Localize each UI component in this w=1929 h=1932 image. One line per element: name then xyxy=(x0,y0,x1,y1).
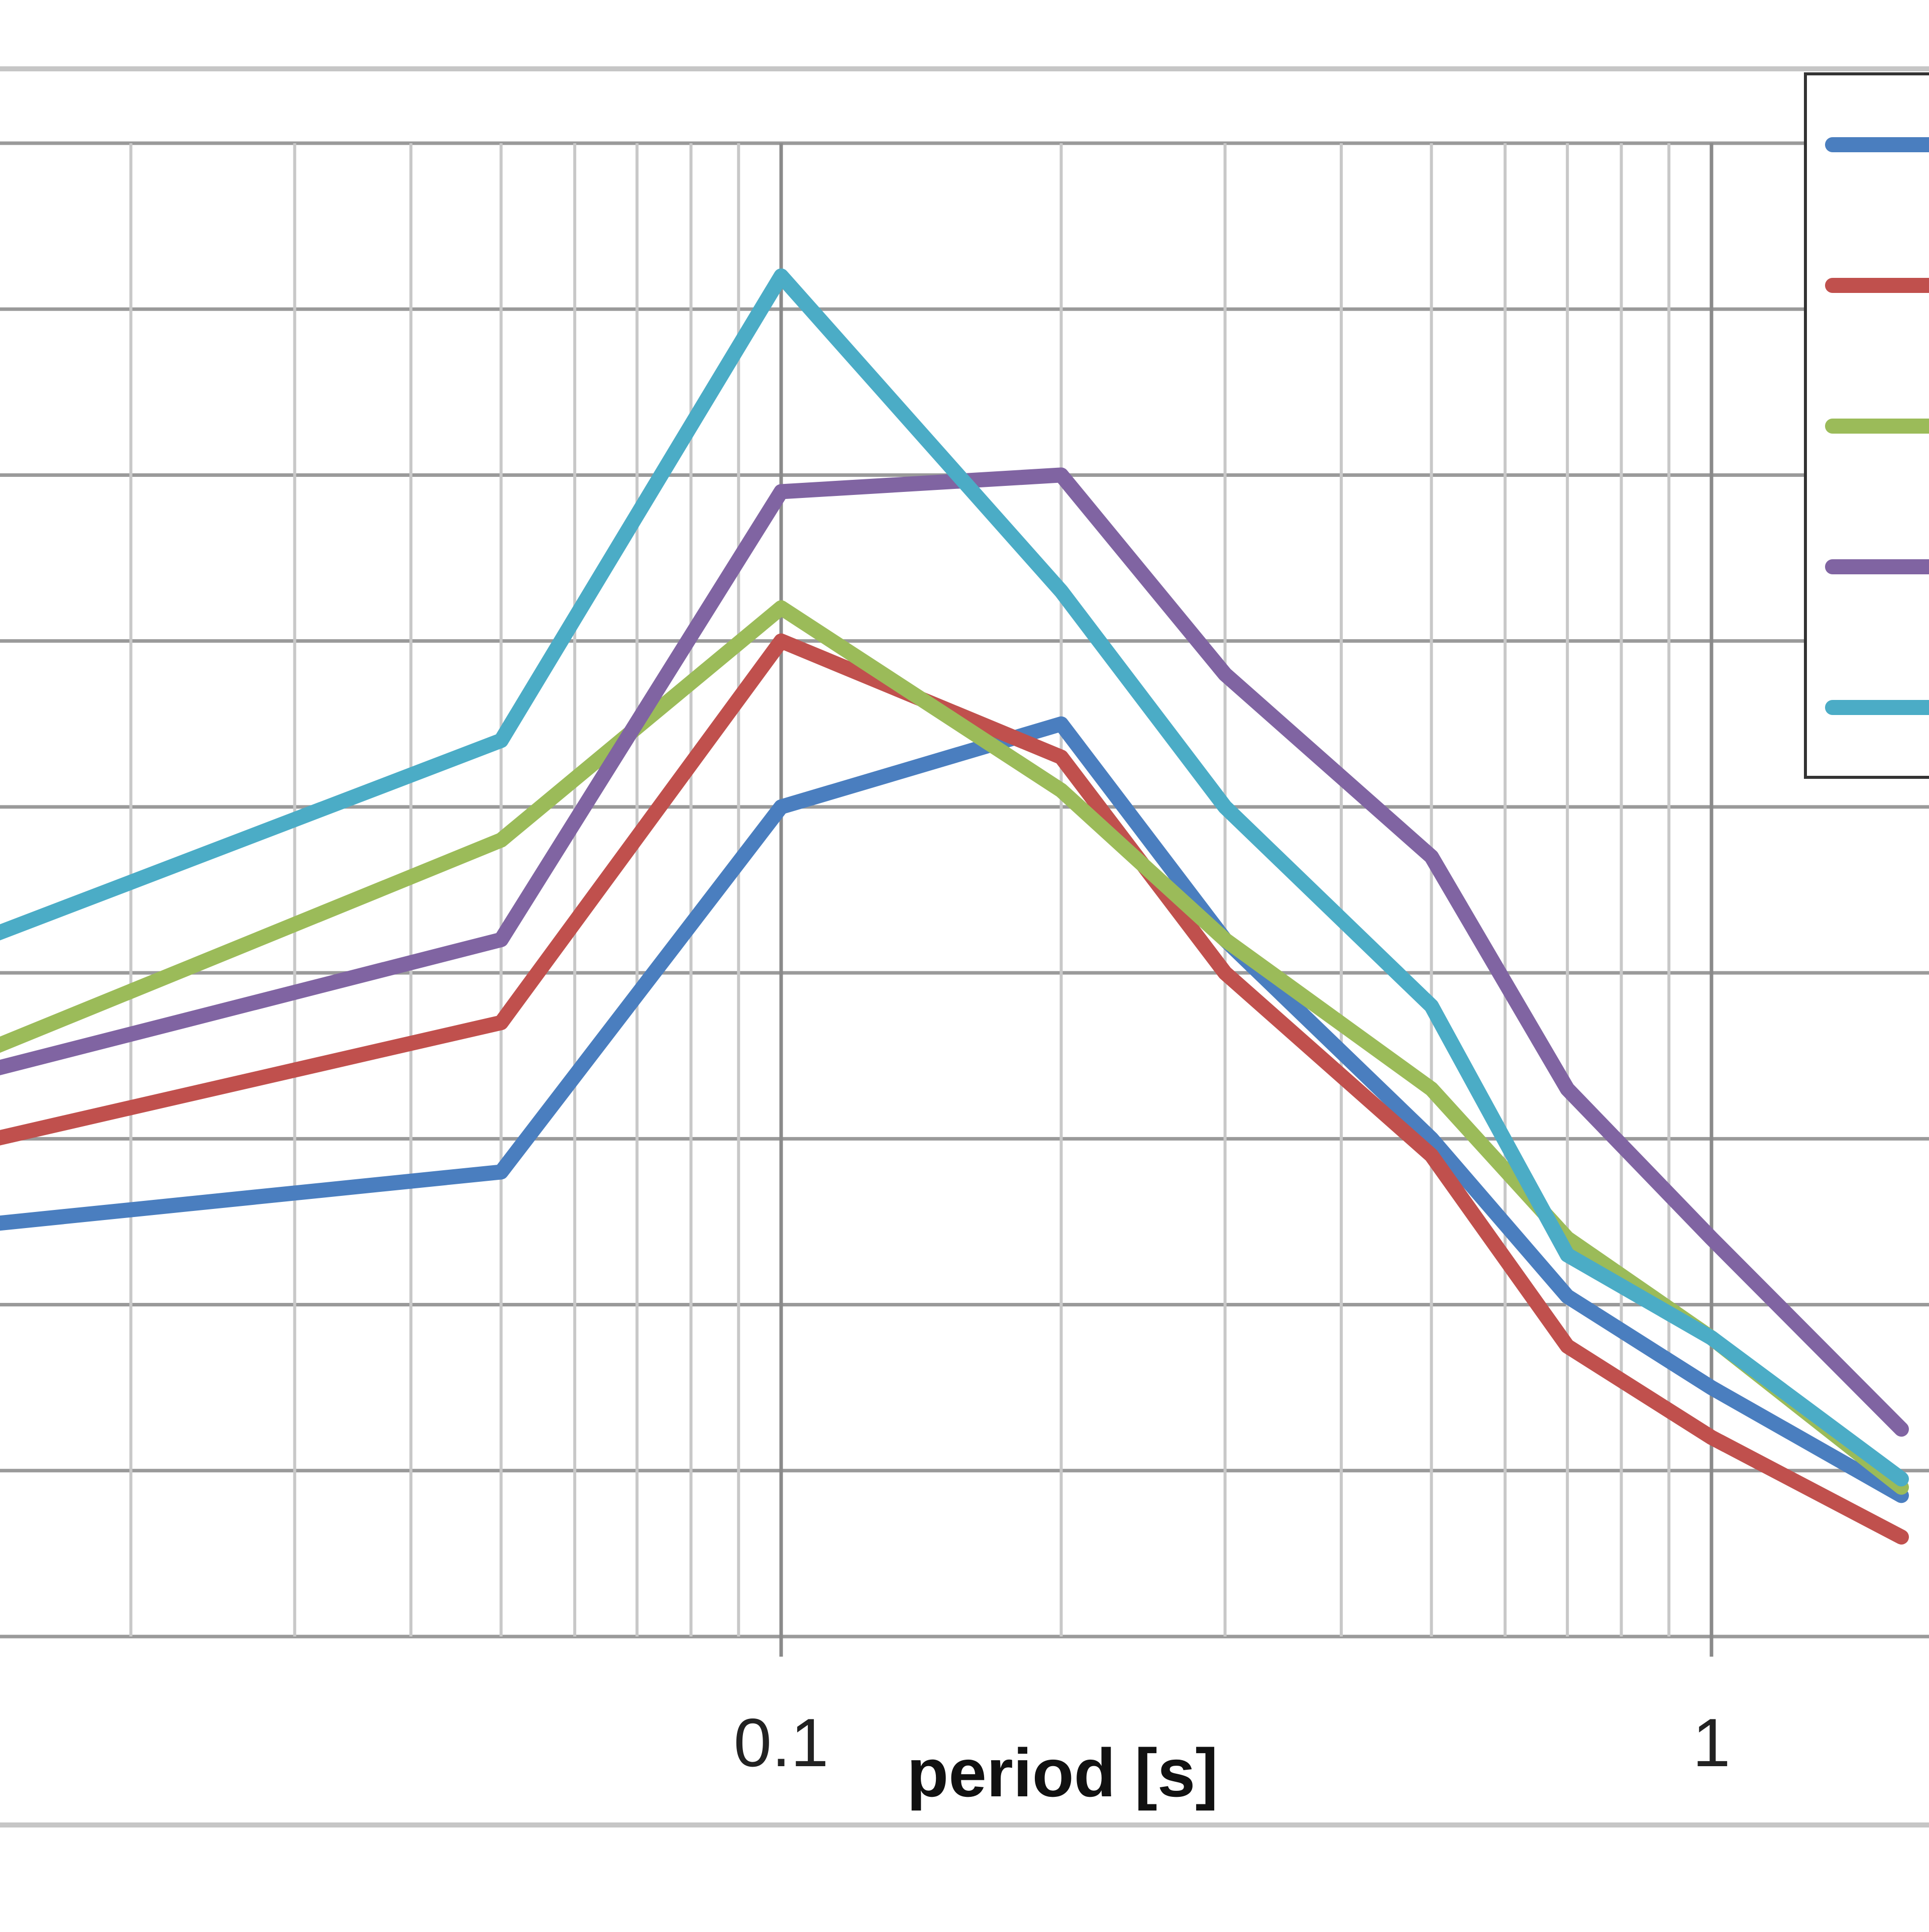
x-axis-title: period [s] xyxy=(907,1735,1218,1811)
series-line-2 xyxy=(0,633,1909,1545)
x-tick-labels: 0.1 1 xyxy=(733,1704,1730,1781)
series-line-5 xyxy=(0,268,1909,1487)
x-tick-label: 0.1 xyxy=(733,1704,828,1781)
legend xyxy=(1804,72,1929,779)
series-lines xyxy=(0,268,1909,1545)
x-tick-label: 1 xyxy=(1692,1704,1731,1781)
series-line-4 xyxy=(0,467,1909,1437)
